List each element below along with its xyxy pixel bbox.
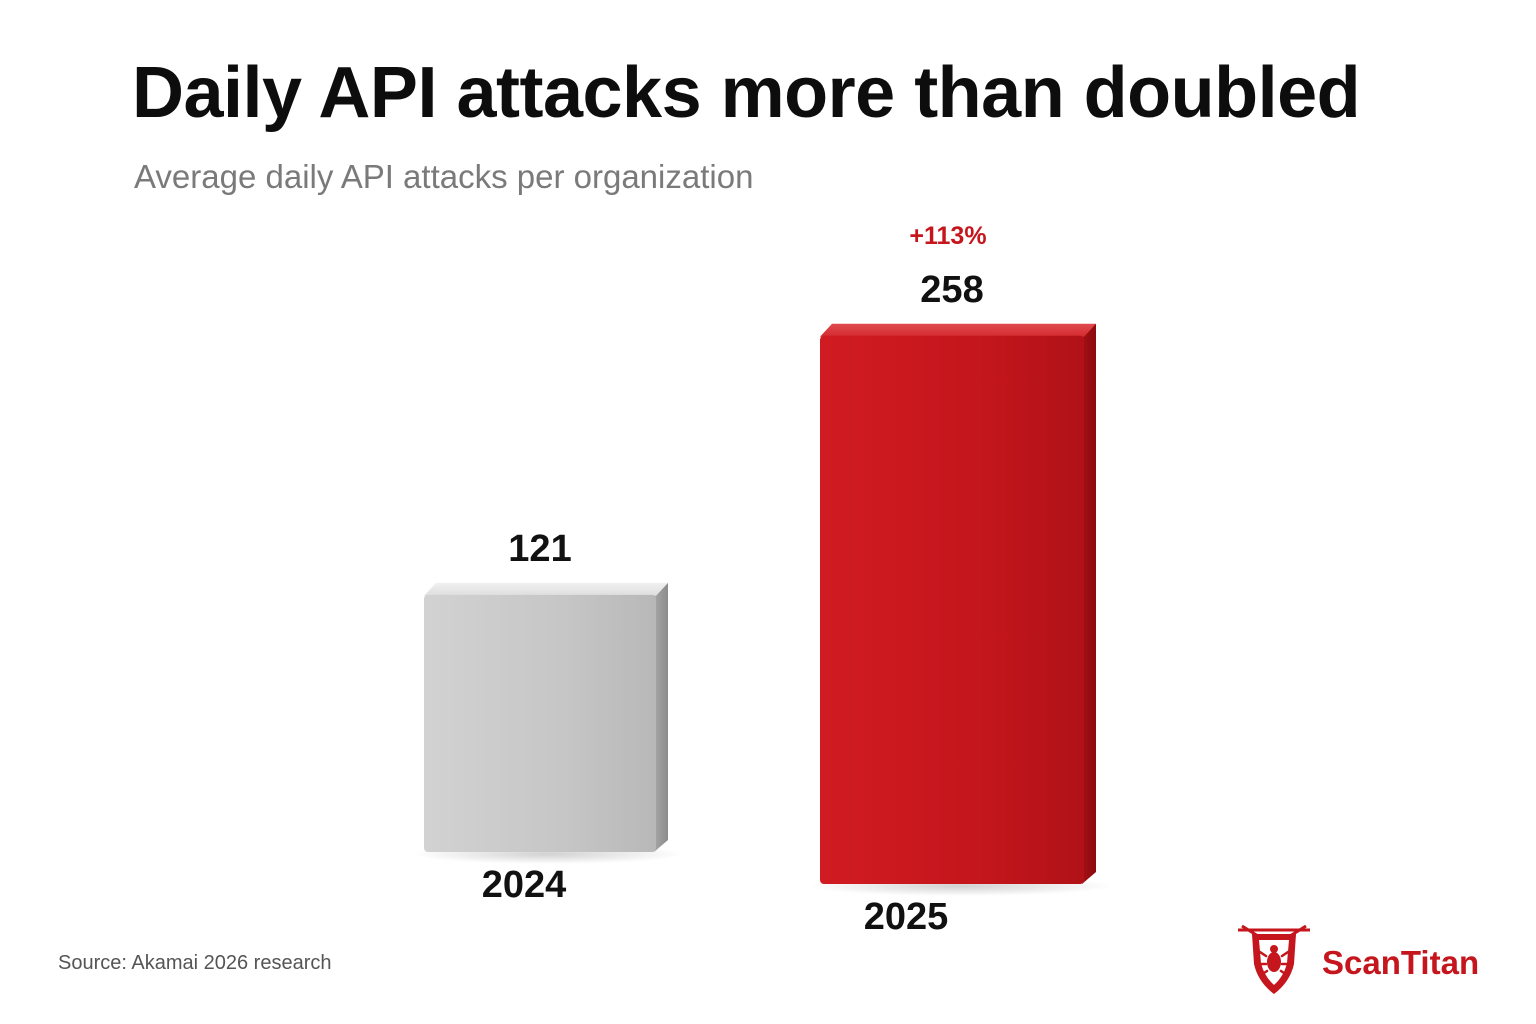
- chart-title: Daily API attacks more than doubled: [132, 53, 1361, 133]
- value-label-2025: 258: [920, 269, 983, 311]
- category-label-2025: 2025: [864, 896, 949, 938]
- bar-2024-front: [424, 594, 656, 852]
- bar-2024: [412, 582, 684, 864]
- chart-subtitle: Average daily API attacks per organizati…: [134, 158, 754, 195]
- brand-logo: ScanTitan: [1232, 920, 1522, 1000]
- bar-2025: [808, 323, 1112, 896]
- bar-2024-top: [424, 582, 668, 596]
- value-label-2024: 121: [508, 528, 571, 570]
- bar-2025-side: [1082, 323, 1096, 884]
- bar-2025-front: [820, 335, 1084, 884]
- bar-2024-side: [654, 582, 668, 852]
- category-label-2024: 2024: [482, 864, 567, 906]
- growth-annotation: +113%: [909, 222, 986, 250]
- shield-bug-icon: [1238, 924, 1310, 994]
- bar-2025-top: [820, 323, 1096, 337]
- brand-name: ScanTitan: [1322, 944, 1480, 981]
- source-note: Source: Akamai 2026 research: [58, 952, 332, 974]
